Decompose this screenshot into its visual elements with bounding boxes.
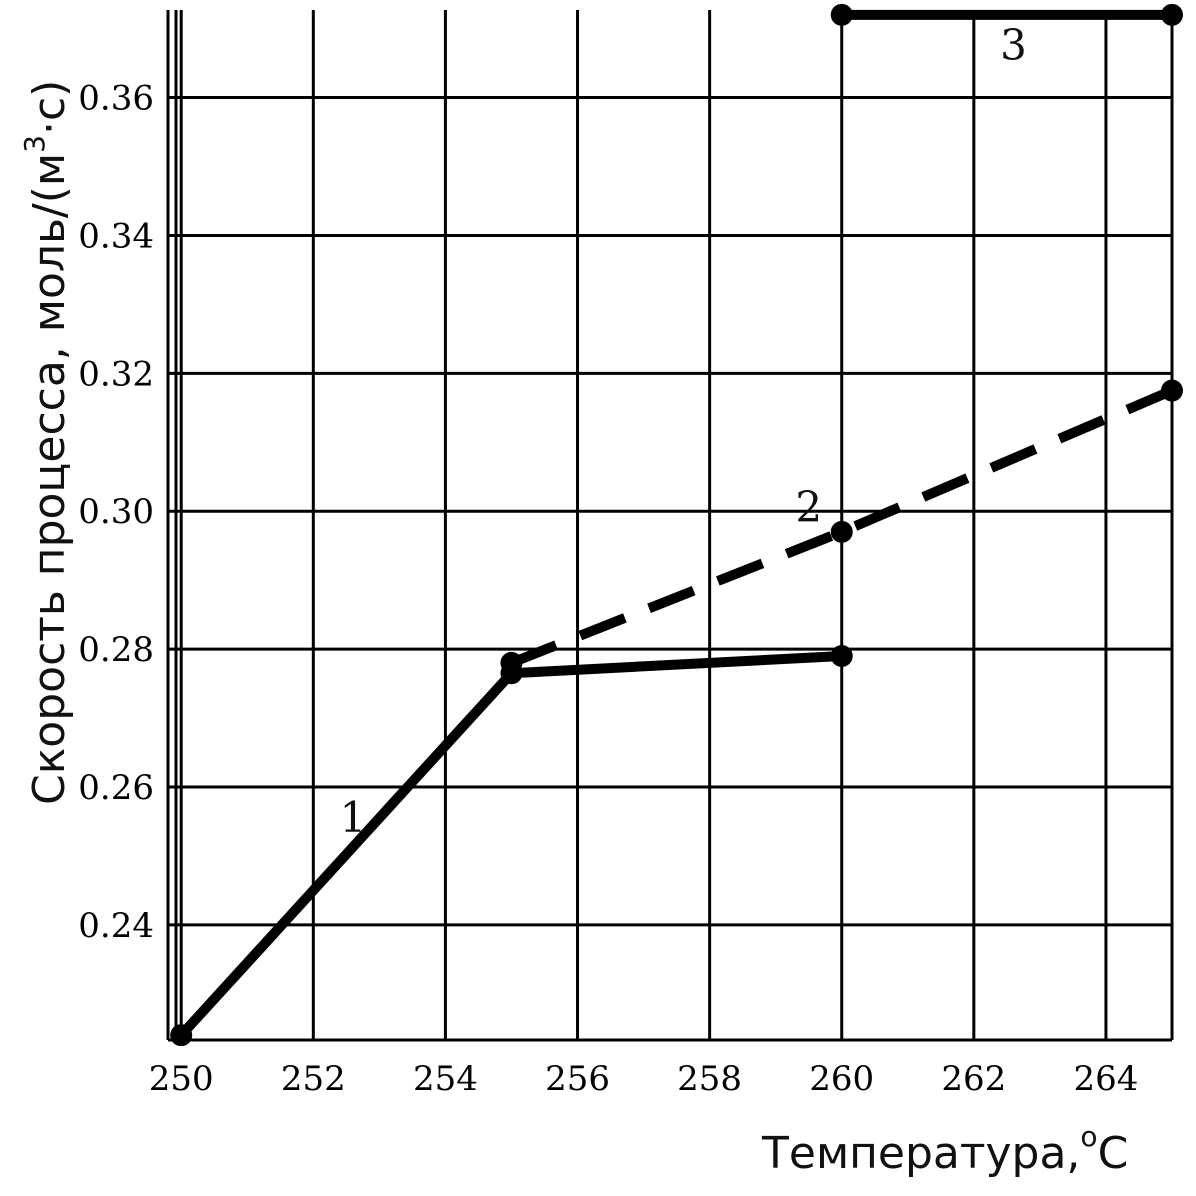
y-tick-labels: 0.24 0.26 0.28 0.30 0.32 0.34 0.36 <box>78 79 154 946</box>
series-1-point <box>170 1024 193 1047</box>
x-tick-label: 262 <box>941 1059 1006 1099</box>
x-tick-label: 254 <box>413 1059 478 1099</box>
series-1-line <box>177 650 842 1039</box>
series-lines <box>177 9 1174 1039</box>
x-tick-label: 258 <box>677 1059 742 1099</box>
series-label-3: 3 <box>1000 21 1027 70</box>
y-tick-label: 0.36 <box>78 79 154 119</box>
series-3-point <box>830 3 853 26</box>
x-tick-label: 252 <box>281 1059 346 1099</box>
series-3-point <box>1161 3 1183 26</box>
y-axis-title: Скорость процесса, моль/(м3·c) <box>18 80 75 805</box>
series-2-point <box>830 520 853 543</box>
y-tick-label: 0.30 <box>78 492 154 532</box>
x-axis-title: Температура,oC <box>761 1120 1128 1179</box>
series-2-point <box>1161 379 1183 402</box>
y-tick-label: 0.26 <box>78 768 154 808</box>
series-label-1: 1 <box>340 793 367 842</box>
x-tick-label: 264 <box>1073 1059 1138 1099</box>
series-labels: 1 2 3 <box>340 21 1027 842</box>
y-tick-label: 0.34 <box>78 216 154 256</box>
series-1-point <box>830 644 853 667</box>
plot-frame <box>166 10 1174 1042</box>
series-2-point <box>500 651 523 674</box>
x-tick-label: 256 <box>545 1059 610 1099</box>
series-2-line <box>509 385 1174 668</box>
series-label-2: 2 <box>795 483 822 532</box>
x-tick-labels: 250 252 254 256 258 260 262 264 <box>149 1059 1139 1099</box>
x-tick-label: 260 <box>809 1059 874 1099</box>
y-tick-label: 0.24 <box>78 906 154 946</box>
y-tick-label: 0.32 <box>78 354 154 394</box>
y-tick-label: 0.28 <box>78 630 154 670</box>
series-markers <box>170 3 1183 1047</box>
x-tick-label: 250 <box>149 1059 214 1099</box>
